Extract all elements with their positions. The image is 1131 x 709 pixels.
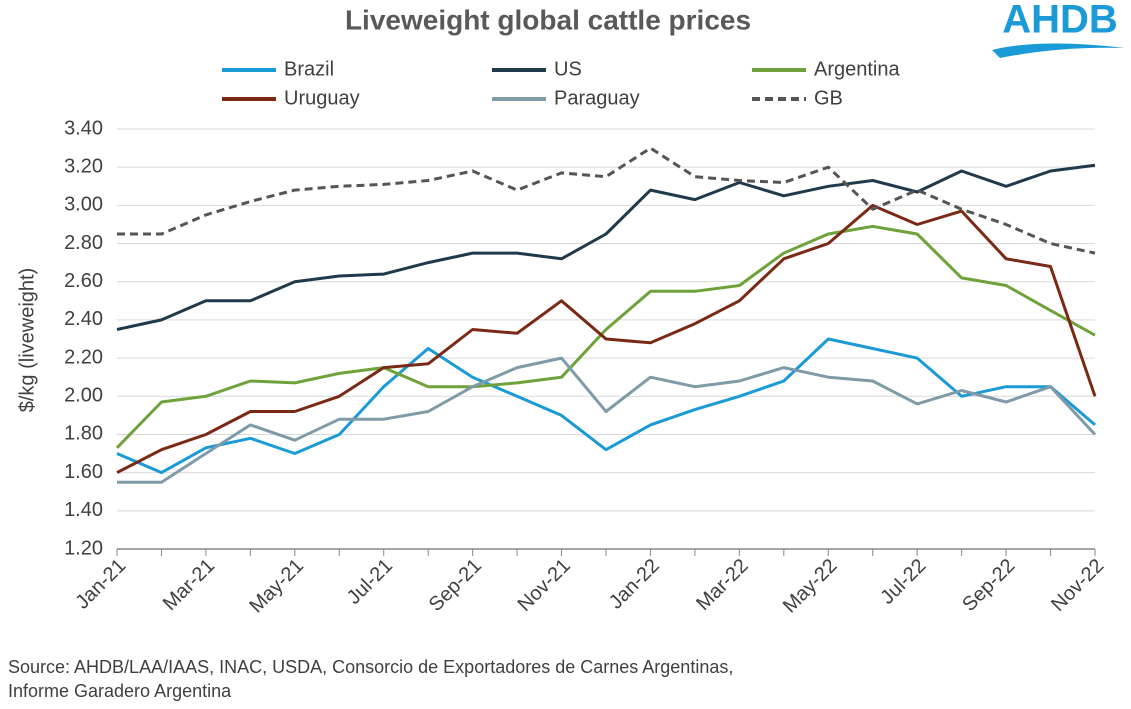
x-tick-label: Mar-21 bbox=[159, 555, 219, 615]
y-tick-label: 3.20 bbox=[64, 155, 103, 177]
y-tick-label: 1.80 bbox=[64, 423, 103, 445]
series-line bbox=[117, 146, 1096, 255]
y-tick-label: 3.00 bbox=[64, 194, 103, 216]
y-tick-label: 2.20 bbox=[64, 346, 103, 368]
legend-label: GB bbox=[814, 87, 843, 109]
chart-title: Liveweight global cattle prices bbox=[345, 4, 751, 35]
x-tick-label: Sep-21 bbox=[425, 555, 486, 616]
y-tick-label: 2.60 bbox=[64, 270, 103, 292]
x-tick-label: Jul-22 bbox=[876, 555, 930, 609]
y-tick-label: 2.80 bbox=[64, 232, 103, 254]
x-tick-label: Nov-22 bbox=[1047, 555, 1108, 616]
series-line bbox=[116, 203, 1097, 474]
legend-label: Paraguay bbox=[554, 87, 640, 109]
logo: AHDB bbox=[1002, 0, 1118, 42]
legend-label: Uruguay bbox=[284, 87, 360, 109]
series-line bbox=[116, 337, 1096, 475]
y-tick-label: 1.40 bbox=[64, 499, 103, 521]
legend-label: Brazil bbox=[284, 58, 334, 80]
x-tick-label: Jul-21 bbox=[343, 555, 397, 609]
y-tick-label: 2.00 bbox=[64, 385, 103, 407]
x-tick-label: Mar-22 bbox=[692, 555, 752, 615]
y-tick-label: 1.60 bbox=[64, 461, 103, 483]
source-note: Source: AHDB/LAA/IAAS, INAC, USDA, Conso… bbox=[8, 657, 733, 677]
series-line bbox=[115, 224, 1096, 449]
series-line bbox=[117, 356, 1097, 484]
x-tick-label: May-22 bbox=[779, 555, 842, 618]
x-tick-label: Nov-21 bbox=[514, 555, 575, 616]
x-tick-label: Sep-22 bbox=[958, 555, 1019, 616]
x-tick-label: Jan-22 bbox=[605, 555, 664, 614]
y-tick-label: 1.20 bbox=[64, 537, 103, 559]
legend-label: Argentina bbox=[814, 58, 900, 80]
x-tick-label: Jan-21 bbox=[71, 555, 130, 614]
logo-wave bbox=[992, 43, 1125, 58]
y-tick-label: 2.40 bbox=[64, 308, 103, 330]
source-note: Informe Garadero Argentina bbox=[8, 681, 232, 701]
y-axis-label: $/kg (liveweight) bbox=[16, 268, 38, 413]
x-tick-label: May-21 bbox=[245, 555, 308, 618]
series-line bbox=[116, 163, 1096, 331]
y-tick-label: 3.40 bbox=[64, 117, 103, 139]
legend-label: US bbox=[554, 58, 582, 80]
